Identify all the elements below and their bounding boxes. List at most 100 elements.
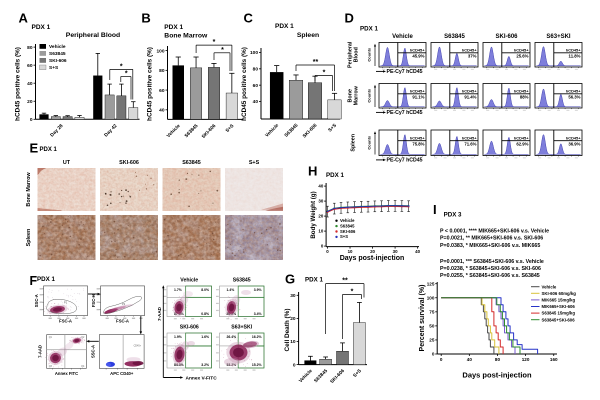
svg-text:160: 160 bbox=[550, 357, 558, 362]
svg-text:*: * bbox=[213, 39, 216, 46]
svg-text:Spleen: Spleen bbox=[26, 229, 32, 247]
svg-text:1.4%: 1.4% bbox=[227, 288, 235, 292]
svg-text:hCD45+: hCD45+ bbox=[514, 89, 529, 94]
svg-text:Spleen: Spleen bbox=[297, 32, 319, 39]
svg-text:15.2%: 15.2% bbox=[252, 363, 262, 367]
svg-text:hCD45+: hCD45+ bbox=[514, 136, 529, 141]
svg-text:56.3%: 56.3% bbox=[568, 95, 580, 100]
svg-text:7-AAD: 7-AAD bbox=[157, 306, 162, 321]
svg-text:Peripheral Blood: Peripheral Blood bbox=[66, 32, 120, 39]
svg-text:3.4%: 3.4% bbox=[254, 312, 262, 316]
svg-text:11.8%: 11.8% bbox=[569, 54, 581, 59]
svg-text:120: 120 bbox=[522, 357, 530, 362]
svg-text:88%: 88% bbox=[520, 95, 529, 100]
svg-text:Annex V-FITC: Annex V-FITC bbox=[186, 375, 218, 381]
svg-text:Q3: Q3 bbox=[49, 365, 53, 368]
svg-text:80: 80 bbox=[253, 67, 259, 73]
svg-text:10: 10 bbox=[318, 229, 323, 234]
svg-text:20: 20 bbox=[370, 249, 375, 254]
svg-text:MIK665+SKI-606: MIK665+SKI-606 bbox=[542, 304, 576, 309]
svg-text:Annex FITC: Annex FITC bbox=[55, 371, 78, 376]
svg-text:S+S: S+S bbox=[340, 234, 348, 239]
svg-text:S63845: S63845 bbox=[182, 160, 201, 166]
svg-text:MIK665 15mg/kg: MIK665 15mg/kg bbox=[542, 298, 576, 303]
svg-text:0: 0 bbox=[293, 362, 296, 368]
svg-text:Vehicle: Vehicle bbox=[542, 284, 557, 289]
svg-text:SKI-606: SKI-606 bbox=[49, 58, 67, 64]
svg-text:3.9%: 3.9% bbox=[254, 288, 262, 292]
svg-text:80: 80 bbox=[159, 68, 165, 74]
svg-text:hCD45+: hCD45+ bbox=[462, 48, 477, 53]
svg-text:H: H bbox=[308, 164, 317, 179]
svg-text:40: 40 bbox=[253, 99, 259, 105]
svg-text:Q2: Q2 bbox=[81, 336, 85, 339]
svg-text:SKI-606: SKI-606 bbox=[340, 229, 356, 234]
svg-text:FSC-A: FSC-A bbox=[59, 319, 72, 324]
svg-text:100: 100 bbox=[250, 50, 258, 56]
svg-text:PDX 1: PDX 1 bbox=[37, 276, 55, 283]
svg-text:100: 100 bbox=[156, 48, 164, 54]
svg-text:0.8%: 0.8% bbox=[201, 312, 209, 316]
svg-text:1.7%: 1.7% bbox=[174, 288, 182, 292]
svg-text:80: 80 bbox=[27, 45, 33, 51]
svg-text:Marrow: Marrow bbox=[354, 85, 360, 105]
svg-text:P=0.0255, * S63845+SKI-606 v.s: P=0.0255, * S63845+SKI-606 v.s. S63845 bbox=[440, 273, 540, 279]
svg-text:D: D bbox=[345, 11, 354, 26]
svg-text:SSC-A: SSC-A bbox=[34, 294, 39, 307]
svg-text:S63845: S63845 bbox=[233, 278, 251, 284]
svg-text:PDX 3: PDX 3 bbox=[444, 212, 462, 219]
svg-text:hCD45+: hCD45+ bbox=[566, 89, 581, 94]
svg-text:SKI-606 60mg/kg: SKI-606 60mg/kg bbox=[542, 291, 577, 296]
svg-text:60: 60 bbox=[159, 88, 165, 94]
svg-text:20: 20 bbox=[290, 316, 296, 322]
svg-text:hCD45+: hCD45+ bbox=[462, 136, 477, 141]
svg-text:S+S: S+S bbox=[352, 368, 363, 379]
svg-text:S+S: S+S bbox=[327, 122, 338, 133]
svg-text:25.6%: 25.6% bbox=[516, 54, 528, 59]
svg-text:30: 30 bbox=[393, 249, 398, 254]
svg-text:C: C bbox=[244, 11, 254, 26]
svg-text:Days post-injection: Days post-injection bbox=[462, 371, 532, 380]
svg-text:45.9%: 45.9% bbox=[412, 54, 424, 59]
svg-text:Bone: Bone bbox=[348, 89, 354, 102]
svg-text:Bone Marrow: Bone Marrow bbox=[164, 33, 208, 40]
svg-text:75.8%: 75.8% bbox=[412, 142, 424, 147]
svg-text:hCD45+: hCD45+ bbox=[566, 136, 581, 141]
svg-text:71.6%: 71.6% bbox=[464, 142, 476, 147]
svg-text:PDX 1: PDX 1 bbox=[32, 24, 51, 31]
svg-text:Body Weight (g): Body Weight (g) bbox=[310, 191, 317, 238]
svg-text:0: 0 bbox=[326, 249, 329, 254]
svg-text:hCD45 positive cells (%): hCD45 positive cells (%) bbox=[147, 47, 154, 121]
svg-text:8.0%: 8.0% bbox=[201, 288, 209, 292]
svg-text:P=0.0383, * MIK665+SKI-606 v.s: P=0.0383, * MIK665+SKI-606 v.s. MIK665 bbox=[440, 243, 540, 249]
svg-text:S63845: S63845 bbox=[444, 34, 465, 40]
svg-text:SSC-A: SSC-A bbox=[90, 345, 95, 358]
svg-text:100: 100 bbox=[427, 295, 435, 300]
svg-text:53.2%: 53.2% bbox=[227, 363, 237, 367]
svg-text:Counts: Counts bbox=[367, 135, 372, 150]
svg-text:hCD45 positive cells (%): hCD45 positive cells (%) bbox=[15, 47, 22, 121]
svg-text:hCD45+: hCD45+ bbox=[514, 48, 529, 53]
svg-text:S+S: S+S bbox=[49, 65, 59, 71]
svg-text:7-AAD: 7-AAD bbox=[38, 345, 43, 358]
svg-text:PDX 1: PDX 1 bbox=[164, 24, 183, 31]
svg-text:Counts: Counts bbox=[367, 88, 372, 103]
svg-text:P < 0.0001, **** MIK665+SKI-60: P < 0.0001, **** MIK665+SKI-606 v.s. Veh… bbox=[440, 229, 549, 235]
svg-text:PDX 1: PDX 1 bbox=[40, 147, 58, 153]
svg-text:40: 40 bbox=[318, 184, 323, 189]
svg-text:E: E bbox=[30, 141, 39, 156]
svg-text:37%: 37% bbox=[468, 54, 477, 59]
svg-text:S63+SKI: S63+SKI bbox=[546, 34, 571, 40]
svg-text:Vehicle: Vehicle bbox=[340, 218, 355, 223]
svg-text:26.4%: 26.4% bbox=[227, 335, 237, 339]
svg-text:SKI-606: SKI-606 bbox=[495, 34, 518, 40]
svg-text:20: 20 bbox=[27, 99, 33, 105]
svg-text:0: 0 bbox=[432, 352, 435, 357]
svg-text:P2: P2 bbox=[122, 302, 126, 306]
svg-text:75: 75 bbox=[429, 309, 435, 314]
svg-text:PE-Cy7 hCD45: PE-Cy7 hCD45 bbox=[387, 158, 423, 164]
svg-text:Spleen: Spleen bbox=[351, 134, 357, 152]
svg-text:10: 10 bbox=[290, 339, 296, 345]
svg-text:P=0.0238, * S63845+SKI-606 v.s: P=0.0238, * S63845+SKI-606 v.s. SKI-606 bbox=[440, 266, 541, 272]
svg-text:30: 30 bbox=[318, 199, 323, 204]
